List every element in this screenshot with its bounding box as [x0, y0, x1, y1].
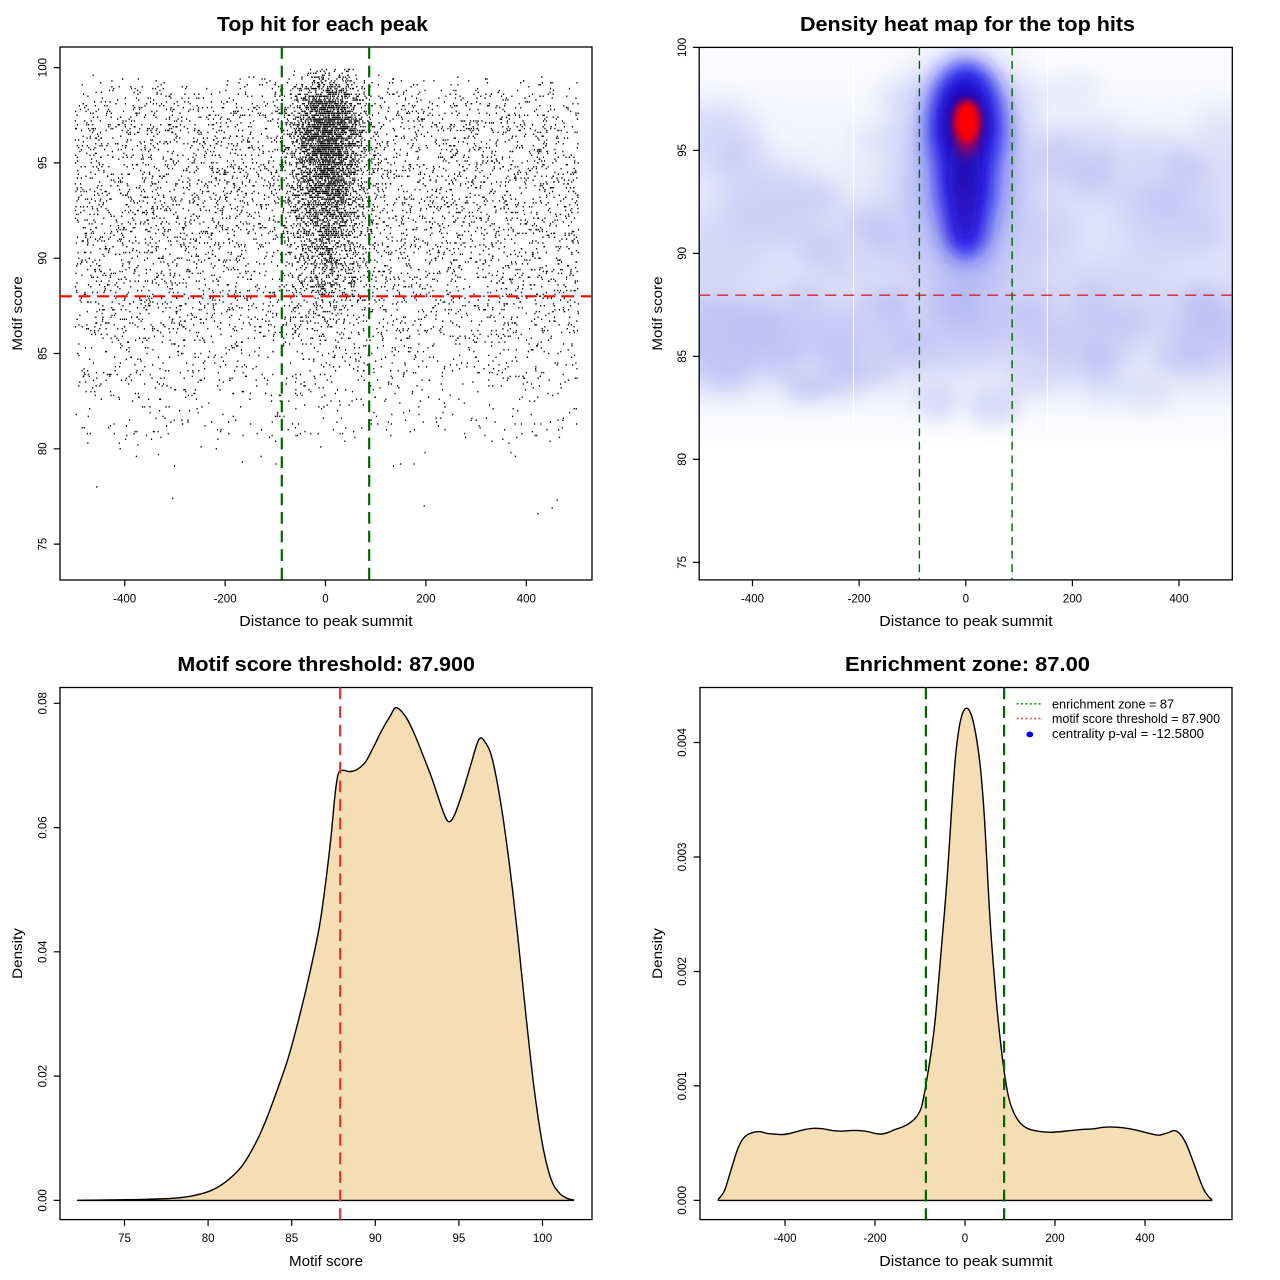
- svg-text:Motif score: Motif score: [9, 276, 25, 351]
- svg-text:95: 95: [677, 144, 689, 157]
- svg-text:0.00: 0.00: [37, 1189, 49, 1211]
- svg-text:Distance to peak summit: Distance to peak summit: [879, 1253, 1053, 1270]
- svg-text:enrichment zone = 87: enrichment zone = 87: [1052, 697, 1174, 711]
- svg-text:0.001: 0.001: [677, 1072, 689, 1101]
- svg-text:Enrichment zone: 87.00: Enrichment zone: 87.00: [845, 654, 1090, 676]
- svg-text:0.06: 0.06: [37, 816, 49, 838]
- svg-text:Density: Density: [649, 928, 665, 979]
- svg-text:-400: -400: [773, 1233, 796, 1245]
- svg-text:-200: -200: [848, 594, 871, 606]
- svg-text:Motif score: Motif score: [289, 1253, 363, 1270]
- svg-text:200: 200: [1045, 1233, 1064, 1245]
- svg-text:0.08: 0.08: [37, 692, 49, 714]
- svg-text:-200: -200: [214, 594, 237, 606]
- svg-text:80: 80: [677, 453, 689, 466]
- svg-text:100: 100: [677, 38, 689, 57]
- svg-text:Motif score threshold: 87.900: Motif score threshold: 87.900: [177, 654, 475, 676]
- svg-text:400: 400: [1135, 1233, 1154, 1245]
- svg-text:0: 0: [322, 594, 328, 606]
- svg-text:80: 80: [37, 442, 49, 455]
- svg-text:200: 200: [416, 594, 435, 606]
- svg-text:75: 75: [677, 556, 689, 569]
- svg-text:80: 80: [202, 1233, 215, 1245]
- svg-text:85: 85: [677, 350, 689, 363]
- svg-text:95: 95: [37, 157, 49, 170]
- svg-text:100: 100: [37, 58, 49, 77]
- svg-text:90: 90: [37, 252, 49, 265]
- svg-text:0.004: 0.004: [677, 728, 689, 757]
- svg-text:400: 400: [1169, 594, 1188, 606]
- svg-text:90: 90: [369, 1233, 382, 1245]
- svg-text:85: 85: [37, 347, 49, 360]
- svg-text:0.04: 0.04: [37, 940, 49, 963]
- svg-text:Top hit for each peak: Top hit for each peak: [217, 14, 429, 36]
- svg-text:400: 400: [517, 594, 536, 606]
- svg-text:-200: -200: [863, 1233, 886, 1245]
- svg-text:100: 100: [533, 1233, 552, 1245]
- svg-text:200: 200: [1063, 594, 1082, 606]
- svg-text:motif score threshold = 87.900: motif score threshold = 87.900: [1052, 712, 1220, 726]
- svg-text:Distance to peak summit: Distance to peak summit: [239, 613, 413, 630]
- svg-text:Density: Density: [9, 928, 25, 979]
- svg-text:0: 0: [963, 594, 969, 606]
- svg-text:Density heat map for the top h: Density heat map for the top hits: [800, 14, 1135, 36]
- svg-text:0.002: 0.002: [677, 957, 689, 986]
- svg-text:95: 95: [453, 1233, 466, 1245]
- svg-text:Motif score: Motif score: [649, 276, 665, 351]
- svg-text:0.000: 0.000: [677, 1186, 689, 1215]
- svg-text:0.02: 0.02: [37, 1065, 49, 1087]
- svg-text:-400: -400: [113, 594, 136, 606]
- svg-text:90: 90: [677, 247, 689, 260]
- svg-text:85: 85: [285, 1233, 298, 1245]
- svg-text:-400: -400: [741, 594, 764, 606]
- svg-text:0: 0: [962, 1233, 968, 1245]
- svg-text:75: 75: [37, 538, 49, 551]
- svg-text:centrality p-val = -12.5800: centrality p-val = -12.5800: [1052, 727, 1204, 741]
- svg-text:Distance to peak summit: Distance to peak summit: [879, 613, 1053, 630]
- svg-text:75: 75: [118, 1233, 131, 1245]
- svg-text:0.003: 0.003: [677, 843, 689, 872]
